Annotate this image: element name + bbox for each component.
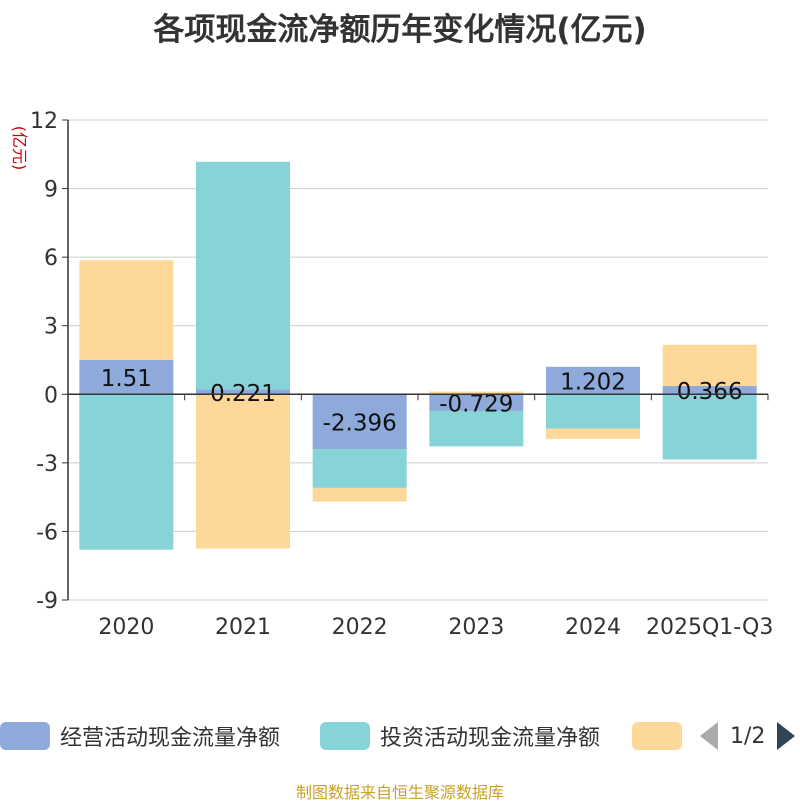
y-tick-label: 12 (30, 109, 58, 134)
bar-investing-2024 (546, 394, 640, 429)
pager-next-icon[interactable] (777, 722, 796, 750)
bar-financing-2024 (546, 428, 640, 439)
bar-operating-2024 (546, 366, 640, 395)
bar-operating-2020 (79, 359, 174, 395)
x-tick-label: 2021 (215, 615, 271, 640)
y-tick-label: 3 (44, 315, 58, 340)
x-tick-label: 2024 (565, 615, 621, 640)
legend-swatch-financing (632, 722, 682, 750)
y-axis-label: (亿元) (10, 126, 29, 171)
bar-financing-2025Q1-Q3 (662, 344, 757, 386)
legend-swatch-investing (320, 722, 370, 750)
legend-item-investing[interactable]: 投资活动现金流量净额 (320, 716, 600, 756)
chart-title: 各项现金流净额历年变化情况(亿元) (153, 12, 647, 48)
source-note: 制图数据来自恒生聚源数据库 (295, 783, 504, 802)
y-tick-label: 9 (44, 178, 58, 203)
pager-prev-icon[interactable] (700, 722, 718, 750)
y-tick-label: 0 (44, 383, 58, 408)
bar-operating-2022 (312, 394, 407, 450)
bar-investing-2022 (312, 449, 407, 488)
y-tick-label: -6 (36, 520, 58, 545)
legend: 经营活动现金流量净额 投资活动现金流量净额 1/2 (0, 716, 800, 756)
data-label-operating-2020: 1.51 (101, 366, 152, 392)
x-tick-label: 2020 (98, 615, 154, 640)
bar-financing-2021 (196, 394, 290, 549)
y-tick-label: -3 (36, 452, 58, 477)
bar-investing-2021 (196, 161, 290, 390)
chart-plot: -9-6-3036912(亿元)1.510.221-2.396-0.7291.2… (10, 109, 773, 640)
bar-operating-2021 (196, 389, 290, 395)
bar-investing-2023 (429, 410, 524, 447)
bar-investing-2020 (79, 394, 174, 550)
legend-item-operating[interactable]: 经营活动现金流量净额 (0, 716, 280, 756)
data-label-operating-2023: -0.729 (439, 392, 513, 418)
legend-label-operating: 经营活动现金流量净额 (60, 726, 281, 751)
x-tick-label: 2025Q1-Q3 (646, 615, 773, 640)
x-tick-label: 2023 (448, 615, 504, 640)
legend-label-investing: 投资活动现金流量净额 (380, 726, 601, 751)
legend-swatch-operating (0, 722, 50, 750)
y-tick-label: 6 (44, 246, 58, 271)
legend-item-financing[interactable] (632, 716, 682, 756)
bar-financing-2022 (312, 487, 407, 502)
bar-investing-2025Q1-Q3 (662, 394, 757, 460)
pager-page-text: 1/2 (730, 723, 766, 749)
legend-pager: 1/2 (700, 716, 796, 756)
bar-operating-2025Q1-Q3 (662, 385, 757, 395)
x-tick-label: 2022 (332, 615, 388, 640)
data-label-operating-2022: -2.396 (323, 411, 397, 437)
data-label-operating-2025Q1-Q3: 0.366 (677, 379, 743, 405)
bar-financing-2023 (429, 391, 524, 395)
bar-financing-2020 (79, 260, 174, 360)
bar-operating-2023 (429, 394, 524, 411)
data-label-operating-2024: 1.202 (560, 370, 626, 396)
y-tick-label: -9 (36, 589, 58, 614)
